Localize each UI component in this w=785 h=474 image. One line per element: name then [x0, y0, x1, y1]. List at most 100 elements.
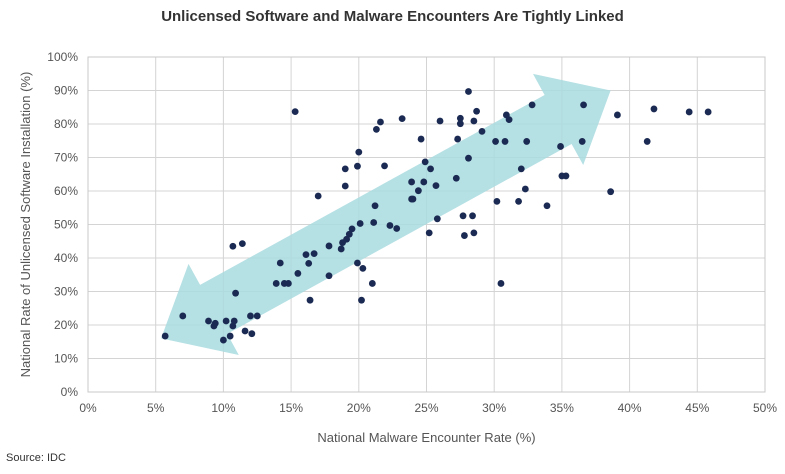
data-point — [557, 143, 564, 150]
data-point — [205, 317, 212, 325]
x-tick-label: 10% — [211, 401, 235, 415]
data-point — [643, 138, 651, 145]
data-point — [454, 135, 462, 143]
data-point — [408, 178, 416, 186]
data-point — [393, 225, 401, 232]
data-point — [341, 165, 349, 173]
x-tick-label: 0% — [79, 401, 97, 415]
data-point — [459, 212, 467, 220]
data-point — [433, 215, 441, 223]
data-point — [436, 117, 444, 125]
data-point — [562, 172, 570, 180]
y-tick-label: 20% — [54, 318, 78, 332]
data-point — [348, 225, 356, 233]
data-point — [473, 107, 480, 115]
data-point — [241, 327, 249, 335]
trend-arrow — [161, 73, 611, 356]
data-point — [220, 336, 227, 344]
data-point — [386, 222, 394, 229]
data-point — [505, 116, 513, 124]
data-point — [306, 296, 314, 304]
data-point — [398, 115, 406, 123]
data-point — [417, 135, 425, 143]
data-point — [356, 220, 364, 227]
y-tick-label: 60% — [54, 184, 78, 198]
data-point — [343, 235, 351, 243]
data-point — [358, 296, 365, 304]
data-point — [276, 259, 284, 267]
data-point — [409, 195, 417, 203]
data-point — [226, 332, 234, 340]
data-points — [161, 88, 712, 344]
data-point — [381, 162, 388, 170]
y-tick-label: 90% — [54, 84, 78, 98]
data-point — [469, 212, 476, 220]
x-tick-label: 30% — [482, 401, 506, 415]
data-point — [607, 188, 615, 196]
data-point — [465, 154, 472, 162]
data-point — [305, 259, 313, 267]
data-point — [337, 245, 345, 253]
data-point — [456, 120, 464, 128]
data-point — [345, 230, 353, 238]
data-point — [370, 219, 378, 226]
y-tick-label: 100% — [47, 50, 78, 64]
chart-title: Unlicensed Software and Malware Encounte… — [161, 8, 624, 25]
y-tick-label: 80% — [54, 117, 78, 131]
data-point — [452, 174, 460, 182]
data-point — [521, 185, 529, 193]
data-point — [515, 197, 522, 205]
data-point — [478, 127, 486, 135]
data-point — [497, 280, 505, 287]
data-point — [179, 312, 187, 320]
data-point — [420, 178, 428, 186]
data-point — [232, 289, 239, 297]
data-point — [517, 165, 525, 173]
data-point — [325, 272, 333, 280]
data-point — [425, 229, 433, 237]
y-tick-label: 10% — [54, 352, 78, 366]
y-axis-ticks: 0% 10% 20% 30% 40% 50% 60% 70% 80% 90% 100% — [47, 50, 78, 399]
data-point — [238, 240, 246, 247]
data-point — [470, 229, 478, 237]
data-point — [377, 118, 384, 126]
data-point — [373, 125, 380, 133]
data-point — [310, 250, 318, 258]
data-point — [465, 88, 472, 95]
data-point — [247, 312, 254, 320]
data-point — [325, 242, 333, 250]
data-point — [578, 138, 586, 145]
data-point — [580, 101, 587, 109]
data-point — [229, 242, 237, 250]
data-point — [314, 192, 322, 200]
plot-frame — [87, 56, 766, 393]
x-tick-label: 15% — [279, 401, 303, 415]
data-point — [302, 251, 310, 259]
data-point — [427, 165, 434, 173]
data-point — [456, 114, 464, 122]
x-tick-label: 40% — [618, 401, 642, 415]
data-point — [371, 202, 379, 210]
data-point — [222, 317, 230, 325]
x-tick-label: 5% — [147, 401, 165, 415]
x-tick-label: 50% — [753, 401, 777, 415]
data-point — [272, 280, 280, 287]
x-tick-label: 35% — [550, 401, 574, 415]
x-axis-label: National Malware Encounter Rate (%) — [317, 430, 535, 445]
x-tick-label: 45% — [685, 401, 709, 415]
x-tick-label: 20% — [347, 401, 371, 415]
data-point — [368, 280, 376, 287]
data-point — [230, 317, 238, 325]
data-point — [432, 182, 440, 190]
data-point — [501, 138, 509, 145]
data-point — [543, 202, 551, 210]
y-tick-label: 70% — [54, 151, 78, 165]
data-point — [341, 182, 349, 190]
data-point — [355, 148, 363, 156]
data-point — [211, 319, 219, 327]
data-point — [354, 259, 361, 267]
data-point — [461, 232, 468, 239]
data-point — [421, 158, 429, 166]
data-point — [161, 332, 169, 340]
